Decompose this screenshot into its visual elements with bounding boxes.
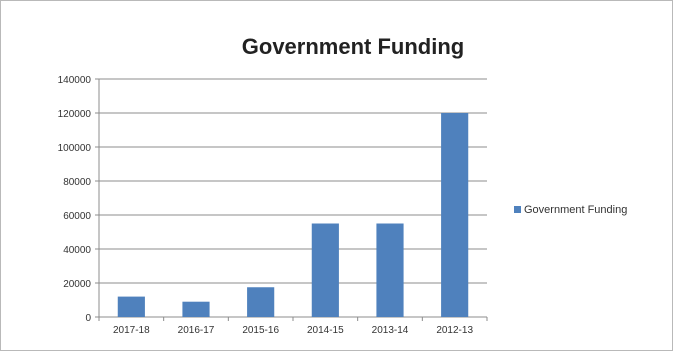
y-tick-label: 0 [85,313,91,324]
x-tick-label: 2013-14 [372,325,409,336]
y-tick-label: 140000 [58,75,92,86]
y-tick-label: 20000 [63,279,91,290]
bar [117,296,145,317]
y-tick-label: 120000 [58,109,92,120]
x-tick-label: 2017-18 [113,325,150,336]
y-tick-label: 100000 [58,143,92,154]
x-tick-label: 2014-15 [307,325,344,336]
tick-labels: 0 20000 40000 60000 80000 100000 120000 140000 2… [58,75,474,336]
y-tick-label: 80000 [63,177,91,188]
bar [376,223,404,317]
x-tick-label: 2012-13 [436,325,473,336]
y-tick-label: 60000 [63,211,91,222]
legend-label: Government Funding [524,204,627,216]
bar [441,113,469,317]
bar [311,223,339,317]
legend: Government Funding [514,204,627,216]
bar [247,287,275,317]
gridlines [99,78,487,284]
x-tick-label: 2016-17 [178,325,215,336]
legend-swatch [514,206,521,213]
y-tick-label: 40000 [63,245,91,256]
x-tick-label: 2015-16 [242,325,279,336]
axes [95,78,488,321]
bar [182,301,210,317]
chart-title: Government Funding [242,34,464,59]
bars [117,113,469,317]
